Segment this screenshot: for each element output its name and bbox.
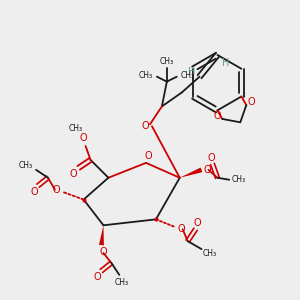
Text: O: O	[94, 272, 101, 282]
Text: O: O	[100, 247, 107, 257]
Text: CH₃: CH₃	[181, 71, 195, 80]
Text: H: H	[188, 67, 195, 77]
Text: O: O	[144, 151, 152, 161]
Text: CH₃: CH₃	[232, 175, 246, 184]
Text: CH₃: CH₃	[69, 124, 83, 133]
Polygon shape	[180, 167, 202, 178]
Polygon shape	[99, 225, 104, 245]
Text: H: H	[222, 58, 229, 68]
Text: O: O	[204, 165, 211, 175]
Text: O: O	[248, 97, 255, 107]
Text: CH₃: CH₃	[19, 161, 33, 170]
Text: O: O	[70, 169, 77, 179]
Text: O: O	[208, 153, 215, 163]
Text: O: O	[52, 184, 60, 195]
Text: O: O	[80, 133, 87, 143]
Text: O: O	[30, 187, 38, 196]
Text: O: O	[178, 224, 185, 234]
Text: CH₃: CH₃	[114, 278, 128, 287]
Text: O: O	[141, 121, 149, 131]
Text: CH₃: CH₃	[139, 71, 153, 80]
Text: CH₃: CH₃	[202, 248, 217, 257]
Text: CH₃: CH₃	[160, 57, 174, 66]
Text: O: O	[194, 218, 201, 228]
Text: O: O	[214, 111, 221, 121]
